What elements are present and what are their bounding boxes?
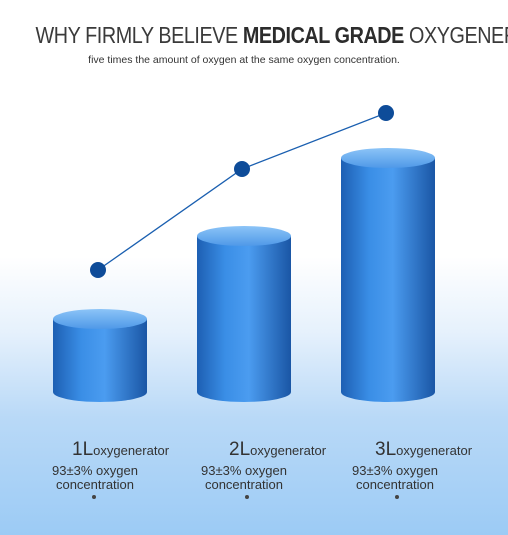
category-1-desc-line2: concentration xyxy=(55,477,135,492)
category-2-description: 93±3% oxygen concentration xyxy=(184,464,304,492)
bar-1-top xyxy=(53,309,147,329)
title-part-1: WHY FIRMLY BELIEVE xyxy=(35,22,243,48)
category-3-description: 93±3% oxygen concentration xyxy=(335,464,455,492)
bar-3-body xyxy=(341,158,435,402)
category-1-capacity: 1L xyxy=(72,439,94,460)
category-label-3: 3Loxygenerator xyxy=(375,439,508,461)
trend-point-2 xyxy=(234,161,250,177)
bar-3-top xyxy=(341,148,435,168)
category-2-unit: oxygenerator xyxy=(250,443,327,458)
trend-point-3 xyxy=(378,105,394,121)
title-part-2: OXYGENERATOR xyxy=(408,22,508,48)
bullet-dot-3 xyxy=(395,495,399,499)
bar-1 xyxy=(53,309,147,402)
category-label-1: 1Loxygenerator xyxy=(72,439,232,461)
category-3-capacity: 3L xyxy=(375,439,397,460)
title-bold-part: MEDICAL GRADE xyxy=(242,22,405,48)
chart-title: WHY FIRMLY BELIEVE MEDICAL GRADE OXYGENE… xyxy=(35,22,508,49)
bar-2-body xyxy=(197,236,291,402)
category-label-2: 2Loxygenerator xyxy=(229,439,389,461)
category-3-desc-line2: concentration xyxy=(355,477,435,492)
bar-3 xyxy=(341,148,435,402)
category-3-unit: oxygenerator xyxy=(396,443,473,458)
bar-2 xyxy=(197,226,291,402)
category-3-desc-line1: 93±3% oxygen xyxy=(352,463,438,478)
trend-point-1 xyxy=(90,262,106,278)
category-1-unit: oxygenerator xyxy=(93,443,170,458)
bar-1-body xyxy=(53,319,147,402)
bullet-dot-2 xyxy=(245,495,249,499)
bullet-dot-1 xyxy=(92,495,96,499)
bar-2-top xyxy=(197,226,291,246)
category-2-desc-line1: 93±3% oxygen xyxy=(201,463,287,478)
category-1-description: 93±3% oxygen concentration xyxy=(35,464,155,492)
category-2-desc-line2: concentration xyxy=(204,477,284,492)
chart-subtitle: five times the amount of oxygen at the s… xyxy=(88,54,400,66)
category-2-capacity: 2L xyxy=(229,439,251,460)
category-1-desc-line1: 93±3% oxygen xyxy=(52,463,138,478)
